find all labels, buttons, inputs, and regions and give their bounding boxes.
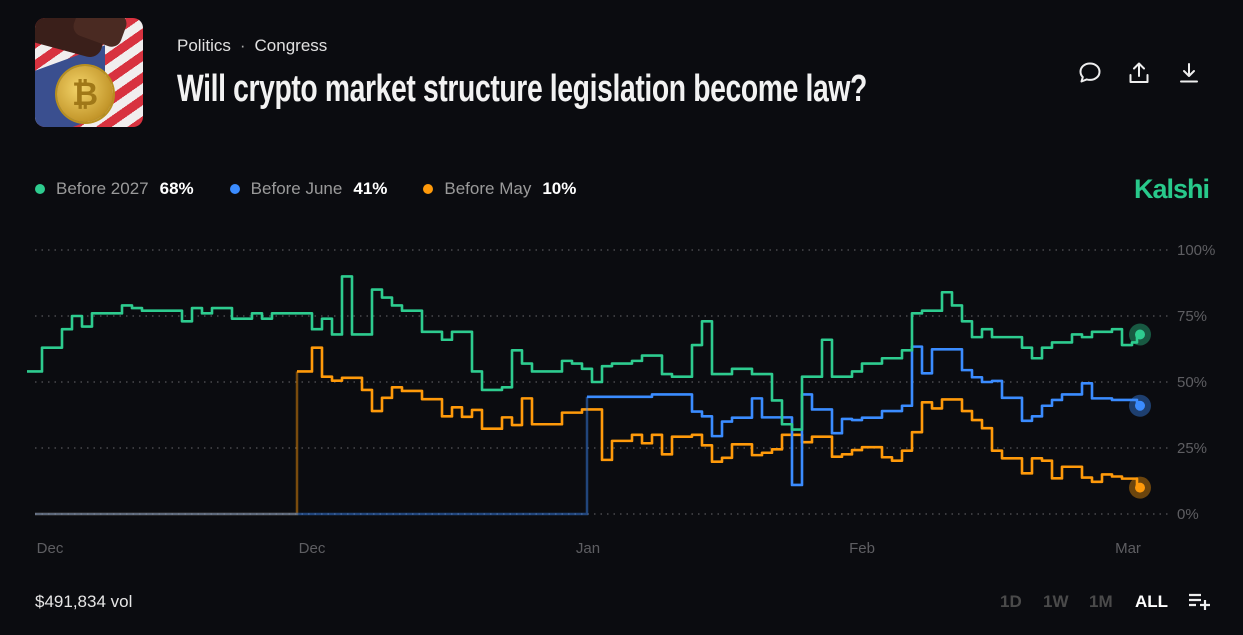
- x-tick-label: Jan: [576, 540, 600, 557]
- kalshi-logo: Kalshi: [1134, 174, 1210, 204]
- breadcrumb-category[interactable]: Politics: [177, 36, 231, 55]
- legend-value: 10%: [542, 179, 577, 198]
- list-add-icon: [1189, 593, 1210, 610]
- share-button[interactable]: [1126, 60, 1152, 86]
- y-tick-label: 50%: [1177, 374, 1207, 391]
- range-1d-button[interactable]: 1D: [1000, 592, 1022, 611]
- download-button[interactable]: [1176, 60, 1202, 86]
- legend-item-before-may[interactable]: Before May 10%: [423, 179, 576, 199]
- breadcrumb-subcategory[interactable]: Congress: [254, 36, 328, 55]
- add-to-list-button[interactable]: [1188, 592, 1212, 612]
- market-thumbnail: ₿: [35, 18, 143, 127]
- legend-label: Before 2027: [56, 179, 149, 198]
- legend-dot: [229, 184, 240, 194]
- legend-dot: [35, 184, 45, 194]
- series-line-before-may[interactable]: [297, 346, 1140, 489]
- series-line-before-june[interactable]: [587, 345, 1140, 487]
- x-tick-label: Dec: [37, 540, 64, 557]
- y-tick-label: 25%: [1177, 440, 1207, 457]
- x-tick-label: Dec: [299, 540, 326, 557]
- series-inactive-before-may: [35, 371, 299, 516]
- range-1m-button[interactable]: 1M: [1089, 592, 1113, 611]
- x-tick-label: Feb: [849, 540, 875, 557]
- legend-label: Before June: [250, 179, 343, 198]
- series-line-before-2027[interactable]: [27, 275, 1140, 431]
- legend-value: 41%: [353, 179, 388, 198]
- comment-button[interactable]: [1077, 60, 1103, 86]
- legend-value: 68%: [159, 179, 194, 198]
- breadcrumb: Politics · Congress: [177, 36, 327, 56]
- series-inactive-before-june: [35, 396, 589, 516]
- legend-item-before-2027[interactable]: Before 2027 68%: [35, 179, 194, 199]
- breadcrumb-separator: ·: [239, 36, 246, 55]
- range-all-button[interactable]: ALL: [1135, 592, 1169, 611]
- volume-label: $491,834 vol: [35, 592, 133, 611]
- legend-item-before-june[interactable]: Before June 41%: [229, 179, 388, 199]
- chart-legend: Before 2027 68% Before June 41% Before M…: [35, 179, 612, 199]
- share-icon: [1129, 62, 1149, 83]
- comment-icon: [1079, 62, 1101, 83]
- series-endpoint-before-2027[interactable]: [1135, 329, 1145, 340]
- range-1w-button[interactable]: 1W: [1043, 592, 1069, 611]
- series-endpoint-before-june[interactable]: [1135, 400, 1145, 411]
- x-tick-label: Mar: [1115, 540, 1141, 557]
- y-tick-label: 0%: [1177, 506, 1199, 523]
- legend-label: Before May: [444, 179, 532, 198]
- y-tick-label: 100%: [1177, 242, 1215, 259]
- page-title: Will crypto market structure legislation…: [177, 68, 867, 110]
- series-endpoint-before-may[interactable]: [1135, 482, 1145, 493]
- legend-dot: [423, 184, 434, 194]
- bitcoin-icon: ₿: [57, 66, 113, 122]
- y-tick-label: 75%: [1177, 308, 1207, 325]
- download-icon: [1180, 63, 1198, 83]
